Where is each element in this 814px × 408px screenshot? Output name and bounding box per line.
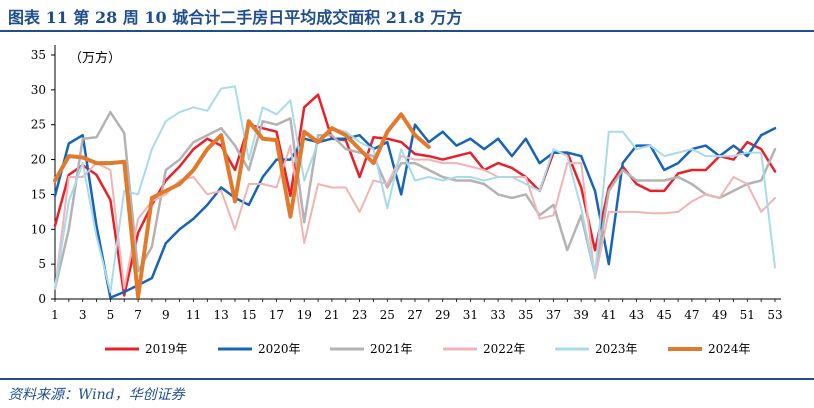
y-tick-label: 10 [31, 222, 46, 236]
x-tick-label: 39 [574, 308, 589, 322]
legend-label-2: 2020年 [258, 342, 301, 356]
x-tick-label: 33 [490, 308, 505, 322]
y-tick-label: 25 [31, 118, 46, 132]
y-tick-label: 35 [31, 48, 46, 62]
chart-series [53, 85, 777, 299]
x-tick-label: 27 [407, 308, 422, 322]
x-tick-label: 25 [380, 308, 395, 322]
x-tick-label: 29 [435, 308, 450, 322]
x-tick-label: 9 [162, 308, 170, 322]
chart-title: 图表 11 第 28 周 10 城合计二手房日平均成交面积 21.8 万方 [8, 8, 463, 27]
x-tick-label: 5 [107, 308, 115, 322]
x-tick-label: 35 [518, 308, 533, 322]
x-tick-label: 37 [546, 308, 561, 322]
x-tick-label: 49 [712, 308, 727, 322]
series-line-2 [53, 123, 777, 299]
x-tick-label: 7 [134, 308, 142, 322]
x-tick-label: 1 [51, 308, 59, 322]
chart-legend: 2019年 2020年 2021年 2022年 2023年 2024年 [105, 342, 751, 356]
series-line-5 [54, 85, 776, 293]
x-tick-label: 15 [241, 308, 256, 322]
legend-label-3: 2021年 [370, 342, 413, 356]
x-tick-label: 11 [186, 308, 201, 322]
x-tick-label: 17 [269, 308, 284, 322]
y-tick-label: 30 [31, 83, 46, 97]
x-tick-label: 23 [352, 308, 367, 322]
title-rule [0, 30, 814, 32]
x-tick-label: 41 [601, 308, 616, 322]
series-line-6 [53, 112, 431, 299]
x-tick-label: 13 [214, 308, 229, 322]
y-tick-label: 0 [38, 292, 46, 306]
x-tick-label: 21 [324, 308, 339, 322]
x-tick-label: 31 [463, 308, 478, 322]
legend-label-5: 2023年 [595, 342, 638, 356]
x-tick-label: 47 [684, 308, 699, 322]
x-tick-label: 51 [740, 308, 755, 322]
legend-label-6: 2024年 [708, 342, 751, 356]
series-line-3 [53, 110, 777, 290]
x-tick-label: 3 [79, 308, 87, 322]
legend-label-1: 2019年 [145, 342, 188, 356]
y-tick-label: 15 [31, 187, 46, 201]
legend-label-4: 2022年 [483, 342, 526, 356]
series-line-1 [53, 93, 777, 297]
y-unit-label: （万方） [69, 50, 121, 66]
footer-rule [0, 378, 814, 380]
series-line-4 [54, 144, 776, 290]
source-note: 资料来源：Wind，华创证券 [8, 387, 185, 403]
y-tick-label: 5 [38, 257, 46, 271]
x-tick-label: 53 [767, 308, 782, 322]
x-tick-label: 19 [297, 308, 312, 322]
x-tick-label: 45 [657, 308, 672, 322]
x-tick-label: 43 [629, 308, 644, 322]
y-tick-label: 20 [31, 153, 46, 167]
